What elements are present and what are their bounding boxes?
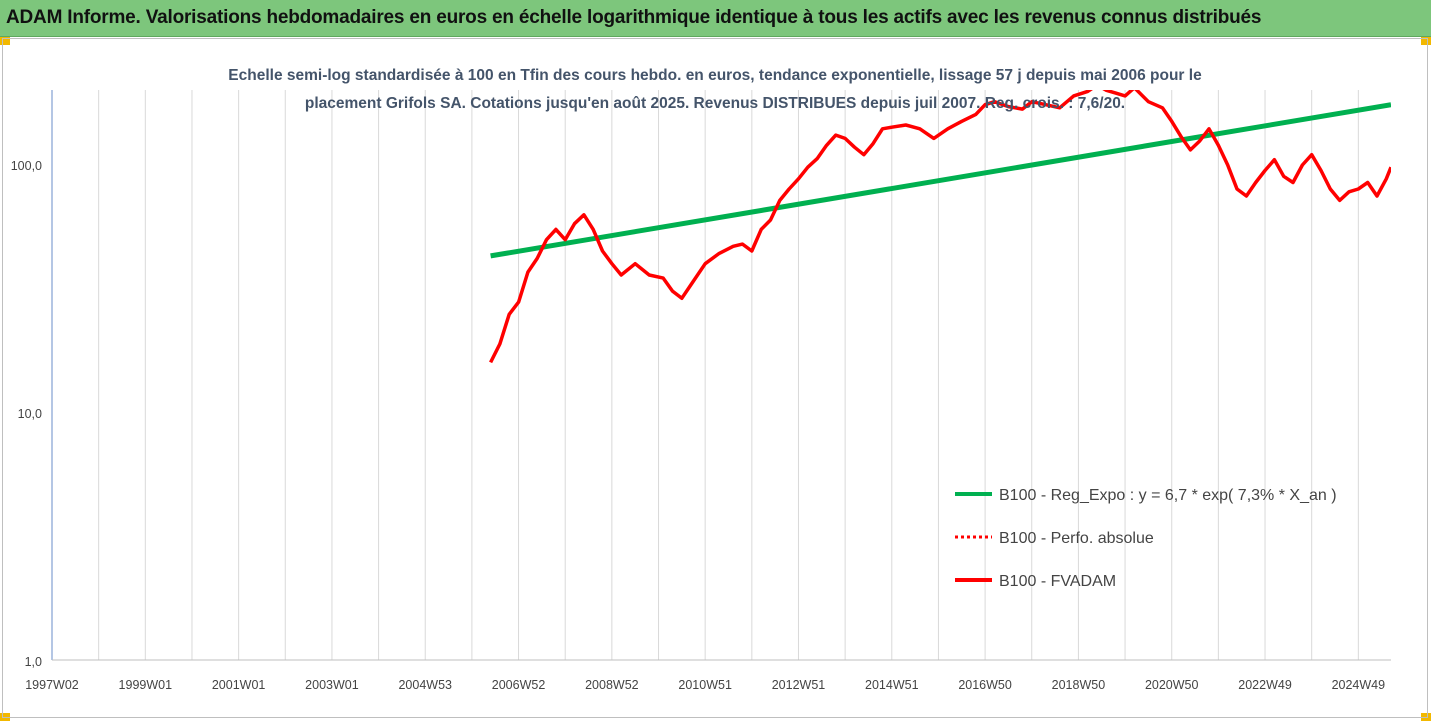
x-tick-label: 2014W51 (865, 678, 919, 692)
legend-entry-fvadam: B100 - FVADAM (999, 573, 1116, 590)
gridlines (51, 90, 1359, 660)
x-tick-label: 2010W51 (678, 678, 732, 692)
x-tick-label: 2016W50 (958, 678, 1012, 692)
legend: B100 - Reg_Expo : y = 6,7 * exp( 7,3% * … (955, 487, 1337, 590)
page-title: ADAM Informe. Valorisations hebdomadaire… (6, 7, 1262, 28)
y-tick-label: 100,0 (11, 159, 42, 173)
x-tick-label: 2020W50 (1145, 678, 1199, 692)
x-tick-label: 2001W01 (212, 678, 266, 692)
fvadam-line (489, 90, 1391, 364)
chart-subtitle-line2: placement Grifols SA. Cotations jusqu'en… (305, 95, 1125, 112)
regression-line (490, 102, 1391, 259)
x-tick-labels: 1997W02 1999W01 2001W01 2003W01 2004W53 2006W… (25, 678, 1385, 692)
x-tick-label: 2012W51 (772, 678, 826, 692)
chart-subtitle-line1: Echelle semi-log standardisée à 100 en T… (228, 67, 1202, 84)
corner-marker-top-left (0, 37, 10, 45)
x-tick-label: 1997W02 (25, 678, 79, 692)
legend-entry-reg-expo: B100 - Reg_Expo : y = 6,7 * exp( 7,3% * … (999, 487, 1337, 504)
x-tick-label: 2004W53 (398, 678, 452, 692)
y-tick-label: 10,0 (18, 407, 42, 421)
x-tick-label: 2024W49 (1332, 678, 1386, 692)
x-tick-label: 2003W01 (305, 678, 359, 692)
x-tick-label: 2018W50 (1052, 678, 1106, 692)
series-group (489, 90, 1391, 364)
x-tick-label: 2006W52 (492, 678, 546, 692)
title-banner: ADAM Informe. Valorisations hebdomadaire… (0, 0, 1431, 37)
y-tick-label: 1,0 (25, 655, 42, 669)
x-tick-label: 2022W49 (1238, 678, 1292, 692)
legend-entry-perfo-absolue: B100 - Perfo. absolue (999, 530, 1154, 547)
chart-frame (2, 38, 1428, 718)
x-tick-label: 2008W52 (585, 678, 639, 692)
corner-marker-top-right (1421, 37, 1431, 45)
y-tick-labels: 1,0 10,0 100,0 (11, 159, 42, 669)
x-tick-label: 1999W01 (119, 678, 173, 692)
